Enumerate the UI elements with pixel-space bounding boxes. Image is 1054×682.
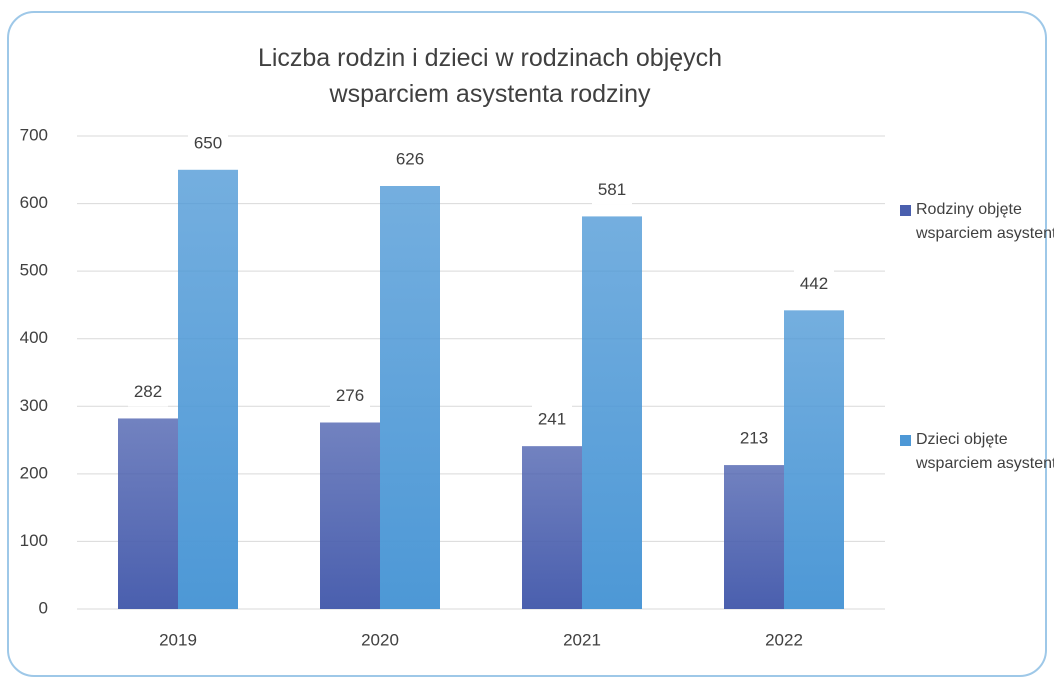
data-label-bg — [330, 380, 370, 411]
data-label: 282 — [134, 382, 162, 401]
x-tick-label: 2019 — [159, 630, 197, 649]
data-label-bg — [128, 376, 168, 407]
data-label-bg — [532, 404, 572, 435]
y-tick-label: 600 — [20, 193, 48, 212]
legend-label: Rodziny objęte wsparciem asystenta — [916, 201, 1054, 242]
y-tick-label: 300 — [20, 396, 48, 415]
data-label: 442 — [800, 274, 828, 293]
x-tick-label: 2021 — [563, 630, 601, 649]
data-label: 213 — [740, 429, 768, 448]
data-label: 650 — [194, 133, 222, 152]
y-tick-label: 700 — [20, 125, 48, 144]
bar — [178, 169, 238, 610]
bar — [582, 216, 642, 609]
data-label-bg — [734, 423, 774, 454]
data-label: 241 — [538, 410, 566, 429]
bar — [320, 422, 380, 609]
data-label-bg — [592, 174, 632, 205]
legend-item: Rodziny objęte wsparciem asystenta — [900, 198, 1054, 246]
x-tick-label: 2020 — [361, 630, 399, 649]
bar — [380, 186, 440, 609]
data-label-bg — [794, 268, 834, 299]
data-label-bg — [188, 127, 228, 158]
legend-swatch — [900, 205, 911, 216]
data-label-bg — [390, 144, 430, 175]
chart-title: Liczba rodzin i dzieci w rodzinach objęy… — [257, 44, 723, 108]
y-tick-label: 100 — [20, 531, 48, 550]
x-tick-label: 2022 — [765, 630, 803, 649]
bar — [522, 446, 582, 609]
y-tick-label: 0 — [39, 598, 48, 617]
y-tick-label: 400 — [20, 328, 48, 347]
y-tick-label: 500 — [20, 261, 48, 280]
bar — [784, 310, 844, 609]
data-label: 276 — [336, 386, 364, 405]
legend-item: Dzieci objęte wsparciem asystenta — [900, 428, 1054, 476]
data-label: 581 — [598, 180, 626, 199]
legend-swatch — [900, 435, 911, 446]
data-label: 626 — [396, 149, 424, 168]
bar — [118, 418, 178, 609]
y-tick-label: 200 — [20, 463, 48, 482]
bar — [724, 465, 784, 609]
legend-label: Dzieci objęte wsparciem asystenta — [916, 431, 1054, 472]
